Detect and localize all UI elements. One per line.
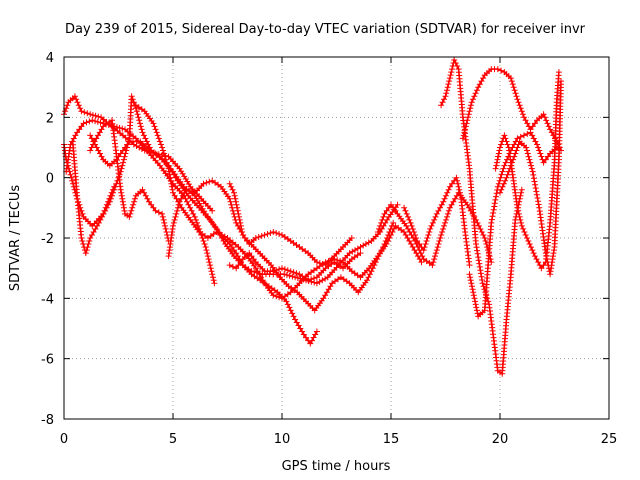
plus-markers [374,189,495,269]
y-tick-label: 0 [46,172,54,187]
series-arc15 [466,129,564,320]
plus-markers [459,66,564,154]
y-tick-label: 4 [46,51,54,66]
data-series [61,57,564,377]
series-arc14 [459,66,564,154]
series-arc13 [438,57,525,377]
y-tick-label: -2 [41,232,54,247]
series-arc5 [87,132,401,287]
y-axis-label: SDTVAR / TECUs [8,185,23,292]
series-arc10 [226,250,364,284]
x-tick-label: 10 [274,432,291,447]
x-tick-label: 25 [601,432,618,447]
x-tick-label: 15 [383,432,400,447]
y-tick-label: -8 [41,413,54,428]
plus-markers [226,250,364,284]
plus-markers [401,174,473,269]
x-axis-label: GPS time / hours [282,459,391,474]
plus-markers [492,69,562,272]
series-arc9 [226,180,355,269]
plus-markers [438,57,525,377]
axis-ticks: 0 5 10 15 20 25 -8 -6 -4 -2 0 2 4 [41,51,617,447]
plus-markers [165,177,397,314]
series-arc6 [87,117,172,244]
y-tick-label: -6 [41,353,54,368]
x-tick-label: 20 [492,432,509,447]
plus-markers [226,180,355,269]
plus-markers [87,132,401,287]
y-tick-label: 2 [46,111,54,126]
series-arc12 [401,174,473,269]
chart-title: Day 239 of 2015, Sidereal Day-to-day VTE… [65,22,586,37]
plus-markers [466,129,564,320]
x-tick-label: 0 [60,432,68,447]
series-line [440,57,523,376]
y-tick-label: -4 [41,292,54,307]
plus-markers [87,117,172,244]
x-tick-label: 5 [169,432,177,447]
series-arc17 [492,69,562,272]
